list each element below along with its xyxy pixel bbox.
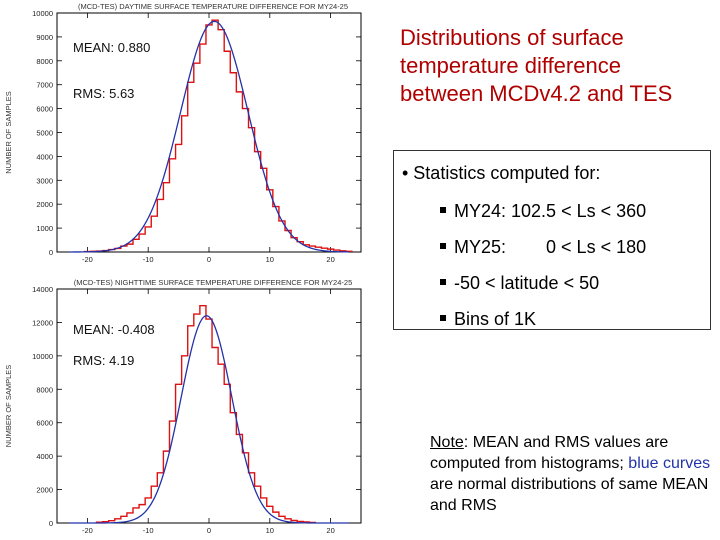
nighttime-x-tick-label: 20 xyxy=(326,526,334,535)
stats-item-bins: Bins of 1K xyxy=(440,309,536,330)
nighttime-y-tick-label: 8000 xyxy=(36,385,53,394)
stats-item-text: MY25: 0 < Ls < 180 xyxy=(454,237,647,257)
slide-title: Distributions of surface temperature dif… xyxy=(400,25,673,106)
nighttime-y-tick-label: 14000 xyxy=(32,285,53,294)
stats-item-text: -50 < latitude < 50 xyxy=(454,273,600,293)
daytime-y-tick-label: 2000 xyxy=(36,200,53,209)
nighttime-y-axis-label: NUMBER OF SAMPLES xyxy=(4,365,13,448)
daytime-x-tick-label: -10 xyxy=(143,255,154,264)
stats-item-my25: MY25: 0 < Ls < 180 xyxy=(440,237,646,258)
nighttime-y-tick-label: 10000 xyxy=(32,352,53,361)
daytime-y-tick-label: 1000 xyxy=(36,224,53,233)
daytime-y-tick-label: 7000 xyxy=(36,81,53,90)
nighttime-y-tick-label: 12000 xyxy=(32,318,53,327)
daytime-y-tick-label: 10000 xyxy=(32,9,53,18)
statistics-heading: • Statistics computed for: xyxy=(402,163,601,183)
nighttime-y-tick-label: 4000 xyxy=(36,452,53,461)
nighttime-mean-annotation: MEAN: -0.408 xyxy=(73,322,155,337)
nighttime-histogram-chart: (MCD-TES) NIGHTTIME SURFACE TEMPERATURE … xyxy=(0,276,385,540)
daytime-y-tick-label: 8000 xyxy=(36,57,53,66)
daytime-mean-annotation: MEAN: 0.880 xyxy=(73,40,150,55)
daytime-y-axis-label: NUMBER OF SAMPLES xyxy=(4,91,13,174)
daytime-chart-title: (MCD-TES) DAYTIME SURFACE TEMPERATURE DI… xyxy=(78,2,348,11)
stats-item-text: MY24: 102.5 < Ls < 360 xyxy=(454,201,647,221)
statistics-box: • Statistics computed for: MY24: 102.5 <… xyxy=(393,150,711,330)
daytime-y-tick-label: 0 xyxy=(49,248,53,257)
daytime-y-tick-label: 4000 xyxy=(36,152,53,161)
note-blue-text: blue curves xyxy=(628,455,711,472)
square-bullet-icon xyxy=(440,279,446,286)
nighttime-histogram-series xyxy=(95,305,317,524)
nighttime-x-tick-label: 10 xyxy=(266,526,274,535)
daytime-y-tick-label: 9000 xyxy=(36,33,53,42)
nighttime-x-tick-label: -10 xyxy=(143,526,154,535)
nighttime-rms-annotation: RMS: 4.19 xyxy=(73,353,134,368)
daytime-rms-annotation: RMS: 5.63 xyxy=(73,86,134,101)
daytime-y-tick-label: 5000 xyxy=(36,129,53,138)
note-text-part1: : MEAN and RMS values are computed from … xyxy=(430,434,669,472)
square-bullet-icon xyxy=(440,243,446,250)
square-bullet-icon xyxy=(440,315,446,322)
daytime-normal-curve-series xyxy=(69,20,349,253)
nighttime-x-tick-label: -20 xyxy=(82,526,93,535)
daytime-x-tick-label: 10 xyxy=(266,255,274,264)
stats-item-text: Bins of 1K xyxy=(454,309,537,329)
nighttime-y-tick-label: 0 xyxy=(49,519,53,528)
nighttime-normal-curve-series xyxy=(69,315,349,524)
daytime-x-tick-label: -20 xyxy=(82,255,93,264)
daytime-y-tick-label: 6000 xyxy=(36,105,53,114)
stats-item-my24: MY24: 102.5 < Ls < 360 xyxy=(440,201,646,222)
nighttime-x-tick-label: 0 xyxy=(207,526,211,535)
note-text-part2: are normal distributions of same MEAN an… xyxy=(430,476,709,514)
note-text: Note: MEAN and RMS values are computed f… xyxy=(430,432,715,516)
nighttime-chart-title: (MCD-TES) NIGHTTIME SURFACE TEMPERATURE … xyxy=(74,278,353,287)
daytime-x-tick-label: 0 xyxy=(207,255,211,264)
nighttime-y-tick-label: 2000 xyxy=(36,486,53,495)
daytime-x-tick-label: 20 xyxy=(326,255,334,264)
square-bullet-icon xyxy=(440,207,446,214)
nighttime-y-tick-label: 6000 xyxy=(36,419,53,428)
note-label: Note xyxy=(430,434,464,451)
daytime-histogram-chart: (MCD-TES) DAYTIME SURFACE TEMPERATURE DI… xyxy=(0,0,385,268)
stats-item-latitude: -50 < latitude < 50 xyxy=(440,273,599,294)
daytime-y-tick-label: 3000 xyxy=(36,176,53,185)
